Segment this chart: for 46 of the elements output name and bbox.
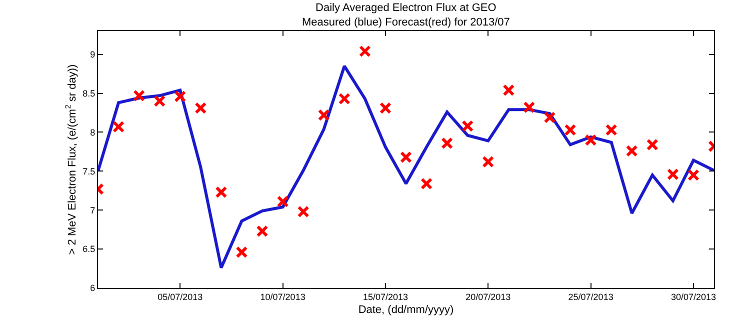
y-tick-label: 9 bbox=[90, 50, 96, 60]
point bbox=[420, 178, 433, 190]
point bbox=[256, 225, 268, 238]
point bbox=[544, 111, 556, 124]
point bbox=[646, 138, 658, 151]
x-tick-label: 15/07/2013 bbox=[362, 292, 408, 302]
point bbox=[215, 186, 228, 198]
point bbox=[112, 120, 125, 133]
chart-subtitle: Measured (blue) Forecast(red) for 2013/07 bbox=[302, 16, 510, 28]
point bbox=[358, 45, 371, 58]
point bbox=[379, 102, 392, 114]
point bbox=[462, 120, 474, 132]
point bbox=[297, 206, 310, 218]
point bbox=[154, 95, 166, 108]
line-series bbox=[98, 64, 714, 270]
x-axis-title: Date, (dd/mm/yyyy) bbox=[358, 304, 454, 316]
point bbox=[441, 137, 454, 150]
point bbox=[666, 168, 679, 180]
y-tick-label: 6.5 bbox=[82, 244, 96, 254]
x-tick-label: 10/07/2013 bbox=[260, 292, 306, 302]
y-tick-label: 7 bbox=[90, 205, 96, 216]
point bbox=[523, 101, 536, 114]
x-tick-label: 30/07/2013 bbox=[670, 292, 716, 302]
point bbox=[584, 134, 597, 146]
y-tick-label: 8 bbox=[90, 127, 96, 138]
point bbox=[626, 144, 638, 157]
x-tick-label: 20/07/2013 bbox=[466, 292, 511, 302]
point bbox=[236, 246, 248, 258]
point bbox=[318, 109, 330, 122]
y-tick-label: 8.5 bbox=[82, 88, 96, 98]
point bbox=[687, 169, 700, 182]
point bbox=[276, 196, 289, 208]
y-tick-label: 6 bbox=[90, 283, 96, 294]
x-tick-label: 05/07/2013 bbox=[158, 292, 203, 302]
point bbox=[338, 92, 350, 105]
chart-title: Daily Averaged Electron Flux at GEO bbox=[316, 2, 497, 14]
point bbox=[133, 90, 146, 102]
point bbox=[605, 124, 618, 136]
y-tick-label: 7.5 bbox=[82, 166, 96, 176]
x-tick-label: 25/07/2013 bbox=[568, 292, 614, 302]
point bbox=[194, 102, 207, 114]
point bbox=[174, 90, 186, 102]
point bbox=[502, 84, 515, 96]
point bbox=[564, 124, 576, 136]
point bbox=[400, 151, 412, 164]
point bbox=[482, 156, 494, 168]
